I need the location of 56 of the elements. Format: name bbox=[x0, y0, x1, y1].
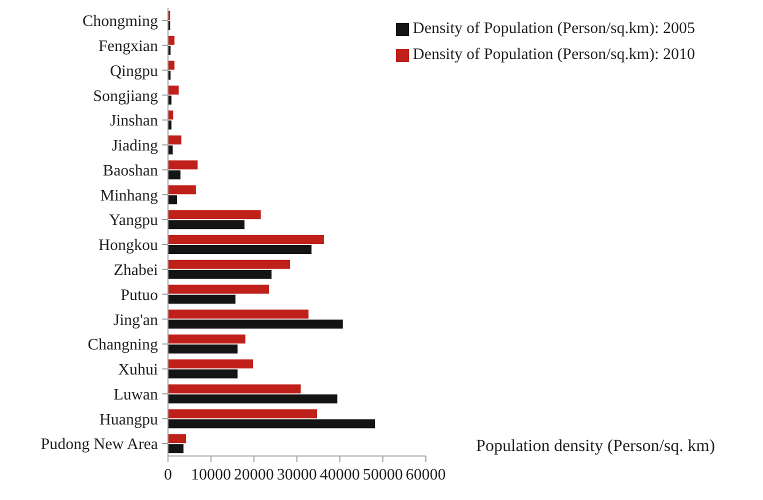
bar bbox=[168, 294, 236, 304]
x-tick-label: 30000 bbox=[276, 466, 317, 484]
bar bbox=[168, 160, 198, 170]
bar bbox=[168, 409, 318, 418]
y-tick-label: Baoshan bbox=[102, 162, 158, 180]
x-tick-label: 20000 bbox=[234, 466, 274, 484]
bar bbox=[168, 344, 238, 354]
bar bbox=[168, 135, 182, 144]
bar bbox=[168, 220, 244, 230]
y-tick-label: Xuhui bbox=[118, 362, 159, 379]
bar bbox=[168, 195, 178, 204]
y-tick-label: Jing'an bbox=[113, 312, 158, 329]
legend-label: Density of Population (Person/sq.km): 2010 bbox=[412, 46, 695, 63]
y-tick-label: Jinshan bbox=[110, 112, 158, 130]
bar bbox=[168, 284, 269, 294]
bar bbox=[168, 244, 312, 254]
y-tick-label: Hongkou bbox=[98, 237, 158, 254]
y-tick-label: Chongming bbox=[82, 13, 158, 30]
bar bbox=[168, 260, 290, 269]
y-tick-label: Minhang bbox=[100, 187, 158, 204]
x-tick-label: 60000 bbox=[406, 466, 446, 484]
bar bbox=[168, 234, 324, 244]
y-tick-label: Songjiang bbox=[93, 88, 158, 105]
y-tick-label: Putuo bbox=[120, 286, 158, 304]
bar bbox=[168, 60, 174, 70]
y-tick-label: Fengxian bbox=[98, 38, 158, 56]
bar bbox=[168, 185, 196, 194]
y-tick-label: Huangpu bbox=[99, 411, 158, 428]
x-tick-label: 10000 bbox=[190, 466, 231, 484]
bar bbox=[168, 394, 338, 404]
x-tick-label: 50000 bbox=[362, 466, 403, 484]
bar bbox=[168, 419, 376, 428]
bar bbox=[168, 86, 179, 95]
bar bbox=[168, 310, 308, 319]
y-tick-label: Changning bbox=[88, 336, 158, 354]
x-tick-label: 0 bbox=[164, 466, 172, 484]
bar bbox=[168, 384, 301, 394]
y-tick-label: Zhabei bbox=[114, 262, 159, 280]
y-tick-label: Qingpu bbox=[110, 62, 158, 80]
bar bbox=[168, 36, 174, 45]
bar bbox=[168, 434, 186, 444]
bar bbox=[168, 444, 184, 454]
y-tick-label: Pudong New Area bbox=[40, 436, 158, 454]
bar bbox=[168, 359, 254, 368]
bar bbox=[168, 320, 343, 329]
x-axis-title: Population density (Person/sq. km) bbox=[476, 436, 715, 456]
bar bbox=[168, 270, 272, 279]
bar bbox=[168, 170, 180, 180]
bar bbox=[168, 334, 246, 344]
bar bbox=[168, 210, 261, 220]
y-tick-label: Jiading bbox=[112, 138, 158, 155]
y-tick-label: Luwan bbox=[114, 386, 158, 404]
x-tick-label: 40000 bbox=[320, 466, 360, 484]
bar bbox=[168, 369, 238, 378]
y-tick-label: Yangpu bbox=[108, 212, 158, 230]
legend-label: Density of Population (Person/sq.km): 2005 bbox=[412, 20, 695, 37]
